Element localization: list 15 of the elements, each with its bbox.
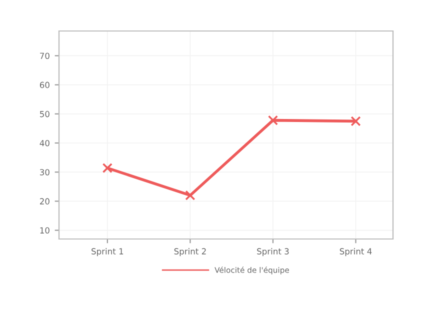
point	[350, 116, 361, 126]
x-tick-label: Sprint 1	[92, 248, 124, 256]
y-tick-label: 30	[40, 169, 50, 176]
x-tick-label: Sprint 3	[257, 248, 289, 256]
point	[102, 162, 112, 174]
point	[268, 115, 278, 126]
point	[185, 190, 196, 200]
y-tick-label: 10	[40, 227, 50, 234]
y-tick-label: 40	[40, 140, 50, 146]
y-tick-label: 20	[40, 198, 50, 204]
x-tick-label: Sprint 4	[340, 248, 372, 256]
x-tick-label: Sprint 2	[174, 248, 206, 256]
y-tick-label: 60	[40, 82, 50, 88]
y-tick-label: 70	[40, 52, 50, 60]
y-tick-label: 50	[40, 110, 50, 118]
